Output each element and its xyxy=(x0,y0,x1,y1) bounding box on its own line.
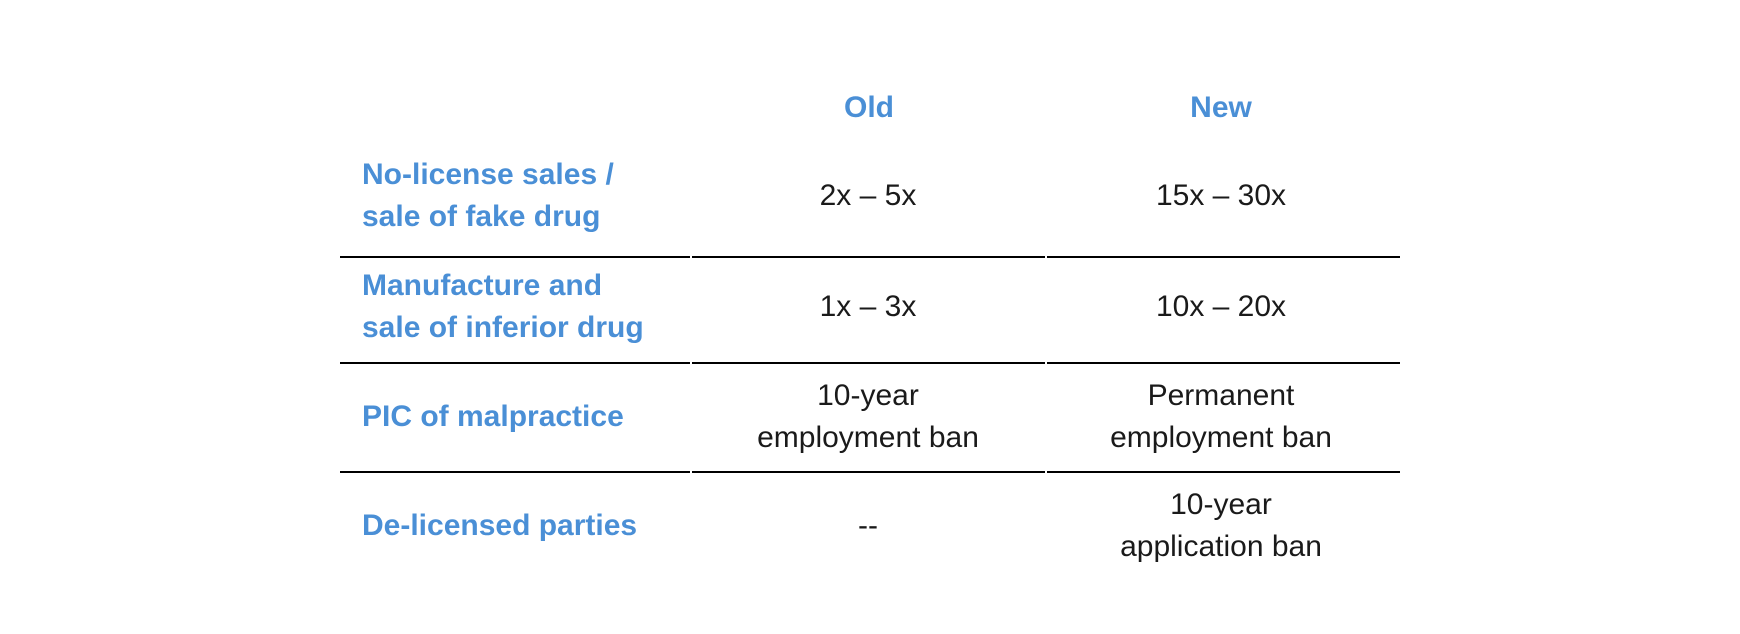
cell-new: Permanent employment ban xyxy=(1110,379,1332,454)
column-header-old: Old xyxy=(844,91,894,124)
cell-new: 15x – 30x xyxy=(1155,179,1287,212)
cell-old: 1x – 3x xyxy=(819,290,917,323)
row-label: Manufacture and sale of inferior drug xyxy=(362,269,644,344)
row-divider xyxy=(340,471,690,473)
row-divider xyxy=(1047,471,1400,473)
row-divider xyxy=(692,362,1045,364)
row-label: De-licensed parties xyxy=(362,509,638,542)
cell-old: 10-year employment ban xyxy=(757,379,979,454)
cell-new: 10x – 20x xyxy=(1155,290,1287,323)
row-divider xyxy=(692,471,1045,473)
table-row: De-licensed parties -- 10-year applicati… xyxy=(340,479,1400,573)
row-divider xyxy=(1047,256,1400,258)
column-header-new: New xyxy=(1190,91,1252,124)
table-row: Manufacture and sale of inferior drug 1x… xyxy=(340,264,1400,350)
row-divider xyxy=(340,256,690,258)
table-row: PIC of malpractice 10-year employment ba… xyxy=(340,370,1400,464)
cell-old: -- xyxy=(858,509,878,542)
row-divider xyxy=(340,362,690,364)
row-divider xyxy=(1047,362,1400,364)
cell-new: 10-year application ban xyxy=(1120,488,1322,563)
row-label: No-license sales / sale of fake drug xyxy=(362,158,614,233)
row-divider xyxy=(692,256,1045,258)
table-row: No-license sales / sale of fake drug 2x … xyxy=(340,148,1400,244)
row-label: PIC of malpractice xyxy=(362,400,624,433)
cell-old: 2x – 5x xyxy=(819,179,917,212)
